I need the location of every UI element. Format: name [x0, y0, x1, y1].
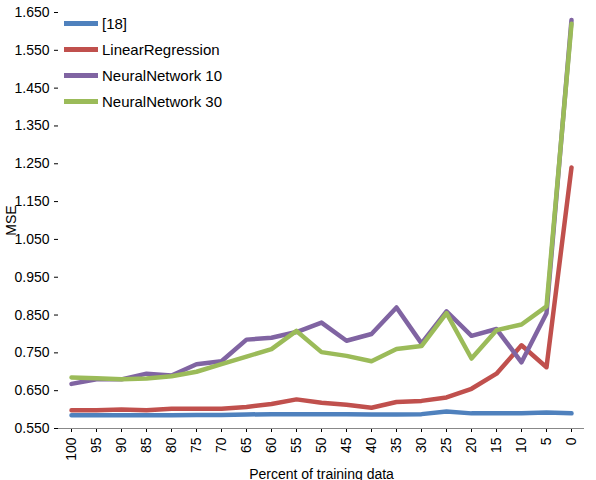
- svg-text:85: 85: [138, 437, 154, 453]
- svg-text:70: 70: [213, 437, 229, 453]
- svg-text:55: 55: [288, 437, 304, 453]
- svg-text:1.050: 1.050: [14, 231, 49, 247]
- svg-text:1.150: 1.150: [14, 193, 49, 209]
- svg-text:1.250: 1.250: [14, 155, 49, 171]
- svg-text:20: 20: [463, 437, 479, 453]
- svg-text:0: 0: [563, 437, 579, 445]
- svg-text:25: 25: [438, 437, 454, 453]
- svg-text:75: 75: [188, 437, 204, 453]
- svg-text:50: 50: [313, 437, 329, 453]
- svg-text:60: 60: [263, 437, 279, 453]
- svg-text:1.450: 1.450: [14, 80, 49, 96]
- html-text:LinearRegression: LinearRegression: [102, 40, 220, 58]
- svg-text:0.750: 0.750: [14, 344, 49, 360]
- svg-text:MSE: MSE: [3, 205, 19, 235]
- svg-text:5: 5: [538, 437, 554, 445]
- svg-text:35: 35: [388, 437, 404, 453]
- svg-text:Percent of training data: Percent of training data: [249, 466, 394, 480]
- svg-text:45: 45: [338, 437, 354, 453]
- html-text:[18]: [18]: [102, 14, 127, 32]
- svg-text:15: 15: [488, 437, 504, 453]
- svg-text:0.550: 0.550: [14, 420, 49, 436]
- html-text:NeuralNetwork 10: NeuralNetwork 10: [102, 66, 223, 84]
- svg-text:1.350: 1.350: [14, 117, 49, 133]
- svg-text:80: 80: [163, 437, 179, 453]
- svg-text:1.550: 1.550: [14, 42, 49, 58]
- svg-text:1.650: 1.650: [14, 4, 49, 20]
- svg-text:0.650: 0.650: [14, 382, 49, 398]
- svg-text:90: 90: [113, 437, 129, 453]
- svg-text:100: 100: [63, 437, 79, 461]
- svg-text:40: 40: [363, 437, 379, 453]
- svg-text:10: 10: [513, 437, 529, 453]
- svg-text:0.850: 0.850: [14, 307, 49, 323]
- html-text:NeuralNetwork 30: NeuralNetwork 30: [102, 92, 223, 110]
- svg-text:65: 65: [238, 437, 254, 453]
- svg-text:0.950: 0.950: [14, 269, 49, 285]
- svg-text:95: 95: [88, 437, 104, 453]
- svg-text:30: 30: [413, 437, 429, 453]
